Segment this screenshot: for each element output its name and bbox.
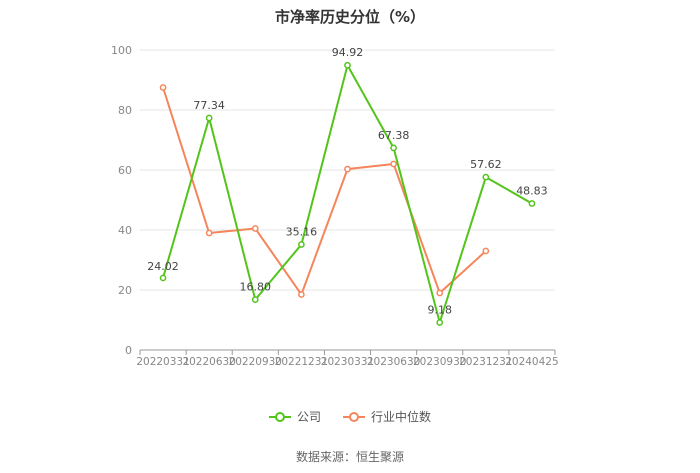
legend-swatch-industry-median — [343, 411, 365, 422]
y-tick-label: 80 — [118, 104, 132, 117]
data-point — [436, 289, 444, 297]
data-label: 9.18 — [427, 303, 452, 316]
legend-label-industry-median: 行业中位数 — [371, 410, 432, 424]
data-point — [159, 84, 167, 91]
data-point — [205, 229, 213, 237]
y-tick-label: 100 — [111, 44, 132, 57]
data-label: 57.62 — [470, 158, 502, 171]
x-tick-label: 20230630 — [367, 356, 420, 368]
legend-item-company[interactable]: 公司 — [268, 408, 321, 425]
data-label: 48.83 — [516, 185, 548, 198]
x-tick-label: 20230930 — [413, 356, 466, 368]
data-label: 16.80 — [240, 281, 272, 294]
x-tick-label: 20220630 — [182, 356, 235, 368]
legend-label-company: 公司 — [296, 410, 321, 424]
data-label: 94.92 — [332, 46, 364, 59]
data-point — [482, 247, 490, 255]
data-point — [528, 200, 536, 207]
data-point — [344, 165, 351, 173]
data-label: 24.02 — [147, 260, 179, 273]
data-point — [251, 225, 259, 232]
legend-item-industry-median[interactable]: 行业中位数 — [343, 408, 431, 425]
data-label: 35.16 — [286, 226, 318, 239]
line-chart: 0 20 40 60 80 100 2022033120220630202209302022… — [111, 44, 559, 368]
y-tick-label: 60 — [118, 164, 132, 177]
legend-swatch-company — [268, 411, 291, 422]
y-tick-label: 20 — [118, 284, 132, 297]
data-point — [298, 291, 305, 298]
x-tick-label: 20230331 — [321, 356, 374, 368]
data-point — [251, 296, 259, 303]
data-point — [390, 160, 397, 168]
x-tick-label: 20231231 — [459, 356, 512, 368]
x-tick-label: 20221231 — [275, 356, 328, 368]
y-tick-label: 40 — [118, 224, 132, 237]
data-point — [159, 274, 167, 282]
series-line-industry-median — [162, 87, 487, 297]
data-point — [205, 114, 213, 122]
x-tick-label: 20220331 — [136, 356, 189, 368]
data-label: 77.34 — [193, 99, 225, 112]
data-point — [482, 173, 490, 181]
data-point — [390, 144, 397, 152]
data-point — [436, 319, 444, 326]
y-tick-label: 0 — [125, 344, 132, 357]
legend: 公司 行业中位数 — [0, 408, 700, 425]
data-point — [344, 61, 351, 69]
data-label: 67.38 — [378, 129, 410, 142]
x-tick-label: 20220930 — [229, 356, 282, 368]
data-source-note: 数据来源：恒生聚源 — [295, 450, 404, 464]
chart-title: 市净率历史分位（%） — [274, 8, 426, 26]
data-point — [298, 241, 305, 248]
x-tick-label: 20240425 — [505, 356, 558, 368]
